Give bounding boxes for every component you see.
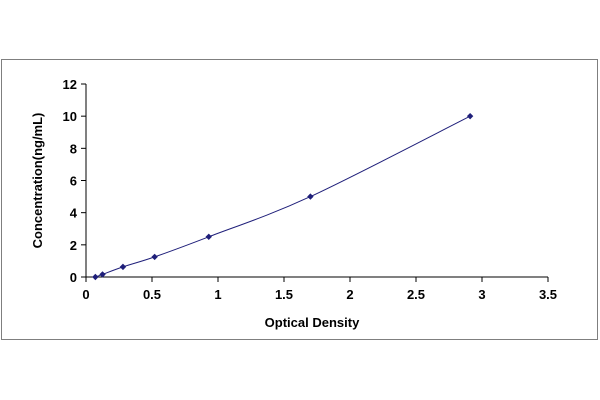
y-axis-title: Concentration(ng/mL): [30, 113, 45, 249]
data-point-marker: [92, 273, 99, 281]
chart-axes: [85, 84, 548, 278]
y-tick-label: 8: [70, 141, 77, 156]
data-points: [92, 112, 474, 281]
x-tick-label: 0: [82, 287, 89, 302]
y-tick-label: 6: [70, 174, 77, 189]
chart-frame: [1, 59, 598, 340]
x-axis-ticks: 0 0.5 1 1.5 2 2.5 3 3.5: [82, 277, 557, 302]
data-point-marker: [205, 233, 212, 240]
data-point-marker: [307, 193, 314, 200]
x-tick-label: 3.5: [539, 287, 557, 302]
x-axis-title: Optical Density: [265, 315, 360, 330]
y-tick-label: 10: [63, 109, 77, 124]
x-tick-label: 3: [478, 287, 485, 302]
x-tick-label: 0.5: [143, 287, 161, 302]
x-tick-label: 2.5: [407, 287, 425, 302]
y-tick-label: 0: [70, 270, 77, 285]
x-tick-label: 2: [346, 287, 353, 302]
data-point-marker: [99, 271, 106, 278]
y-tick-label: 4: [70, 206, 78, 221]
y-tick-label: 12: [63, 77, 77, 92]
fitted-curve: [95, 115, 471, 278]
data-point-marker: [466, 112, 474, 120]
data-point-marker: [151, 253, 158, 261]
data-point-marker: [119, 263, 127, 271]
y-axis-ticks: 0 2 4 6 8 10 12: [63, 77, 86, 285]
x-tick-label: 1.5: [275, 287, 293, 302]
x-tick-label: 1: [214, 287, 221, 302]
y-tick-label: 2: [70, 238, 77, 253]
